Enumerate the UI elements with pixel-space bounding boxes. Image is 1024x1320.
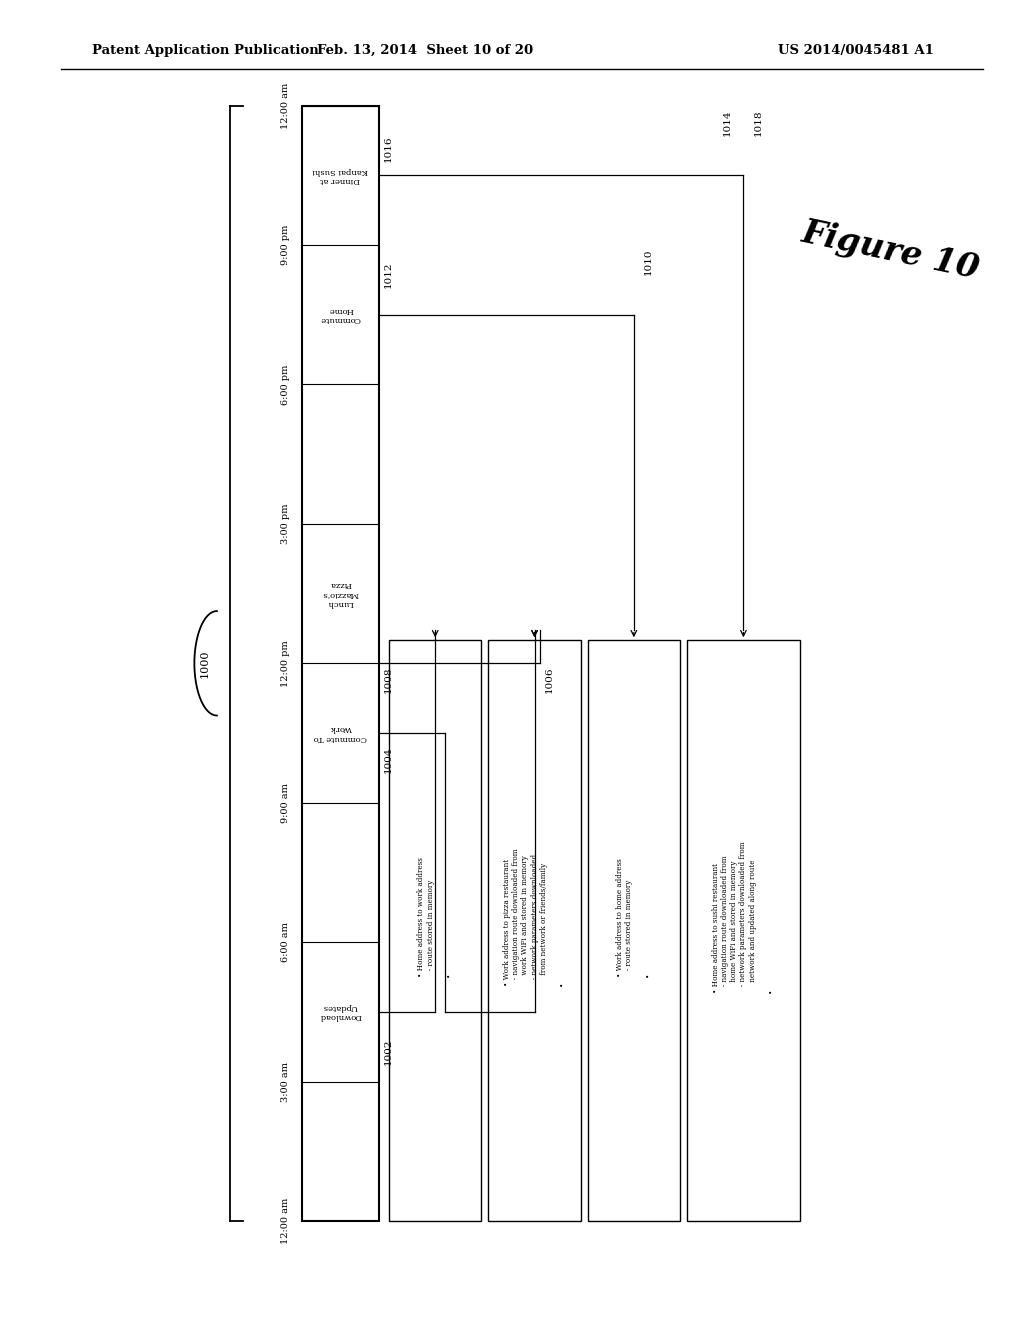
Text: Commute To
Work: Commute To Work — [313, 725, 368, 742]
Bar — [588, 640, 680, 1221]
Text: US 2014/0045481 A1: US 2014/0045481 A1 — [778, 44, 934, 57]
Text: 9:00 am: 9:00 am — [281, 783, 290, 822]
Text: 3:00 am: 3:00 am — [281, 1061, 290, 1102]
Text: Feb. 13, 2014  Sheet 10 of 20: Feb. 13, 2014 Sheet 10 of 20 — [316, 44, 534, 57]
Bar — [302, 106, 379, 1221]
Text: 1008: 1008 — [384, 667, 393, 693]
Text: 1002: 1002 — [384, 1039, 393, 1065]
Text: 9:00 pm: 9:00 pm — [281, 224, 290, 265]
Text: • Work address to home address
   - route stored in memory

•: • Work address to home address - route s… — [616, 858, 651, 977]
Text: 12:00 am: 12:00 am — [281, 82, 290, 129]
Bar — [488, 640, 581, 1221]
Bar — [687, 640, 800, 1221]
Text: Lunch
Mazzio's
Pizza: Lunch Mazzio's Pizza — [323, 581, 358, 607]
Text: Download
Updates: Download Updates — [319, 1003, 361, 1020]
Text: 1006: 1006 — [545, 667, 554, 693]
Text: Figure 10: Figure 10 — [799, 216, 983, 285]
Text: Commute
Home: Commute Home — [321, 306, 360, 323]
Text: 1012: 1012 — [384, 261, 393, 288]
Text: 1010: 1010 — [644, 248, 653, 275]
Text: 12:00 am: 12:00 am — [281, 1197, 290, 1245]
Text: 1000: 1000 — [200, 649, 210, 677]
Text: Dinner at
Kanpai Sushi: Dinner at Kanpai Sushi — [312, 166, 369, 183]
Text: 6:00 pm: 6:00 pm — [281, 364, 290, 405]
Text: Patent Application Publication: Patent Application Publication — [92, 44, 318, 57]
Text: 3:00 pm: 3:00 pm — [281, 504, 290, 544]
Bar — [389, 640, 481, 1221]
Text: • Home address to work address
   - route stored in memory

•: • Home address to work address - route s… — [418, 858, 453, 977]
Text: 6:00 am: 6:00 am — [281, 923, 290, 962]
Text: 1004: 1004 — [384, 746, 393, 772]
Text: • Work address to pizza restaurant
   - navigation route downloaded from
     wo: • Work address to pizza restaurant - nav… — [503, 849, 566, 986]
Text: 1016: 1016 — [384, 136, 393, 162]
Text: 1014: 1014 — [723, 110, 732, 136]
Text: • Home address to sushi restaurant
   - navigation route downloaded from
     ho: • Home address to sushi restaurant - nav… — [712, 842, 775, 993]
Text: 12:00 pm: 12:00 pm — [281, 640, 290, 686]
Text: 1018: 1018 — [754, 110, 763, 136]
